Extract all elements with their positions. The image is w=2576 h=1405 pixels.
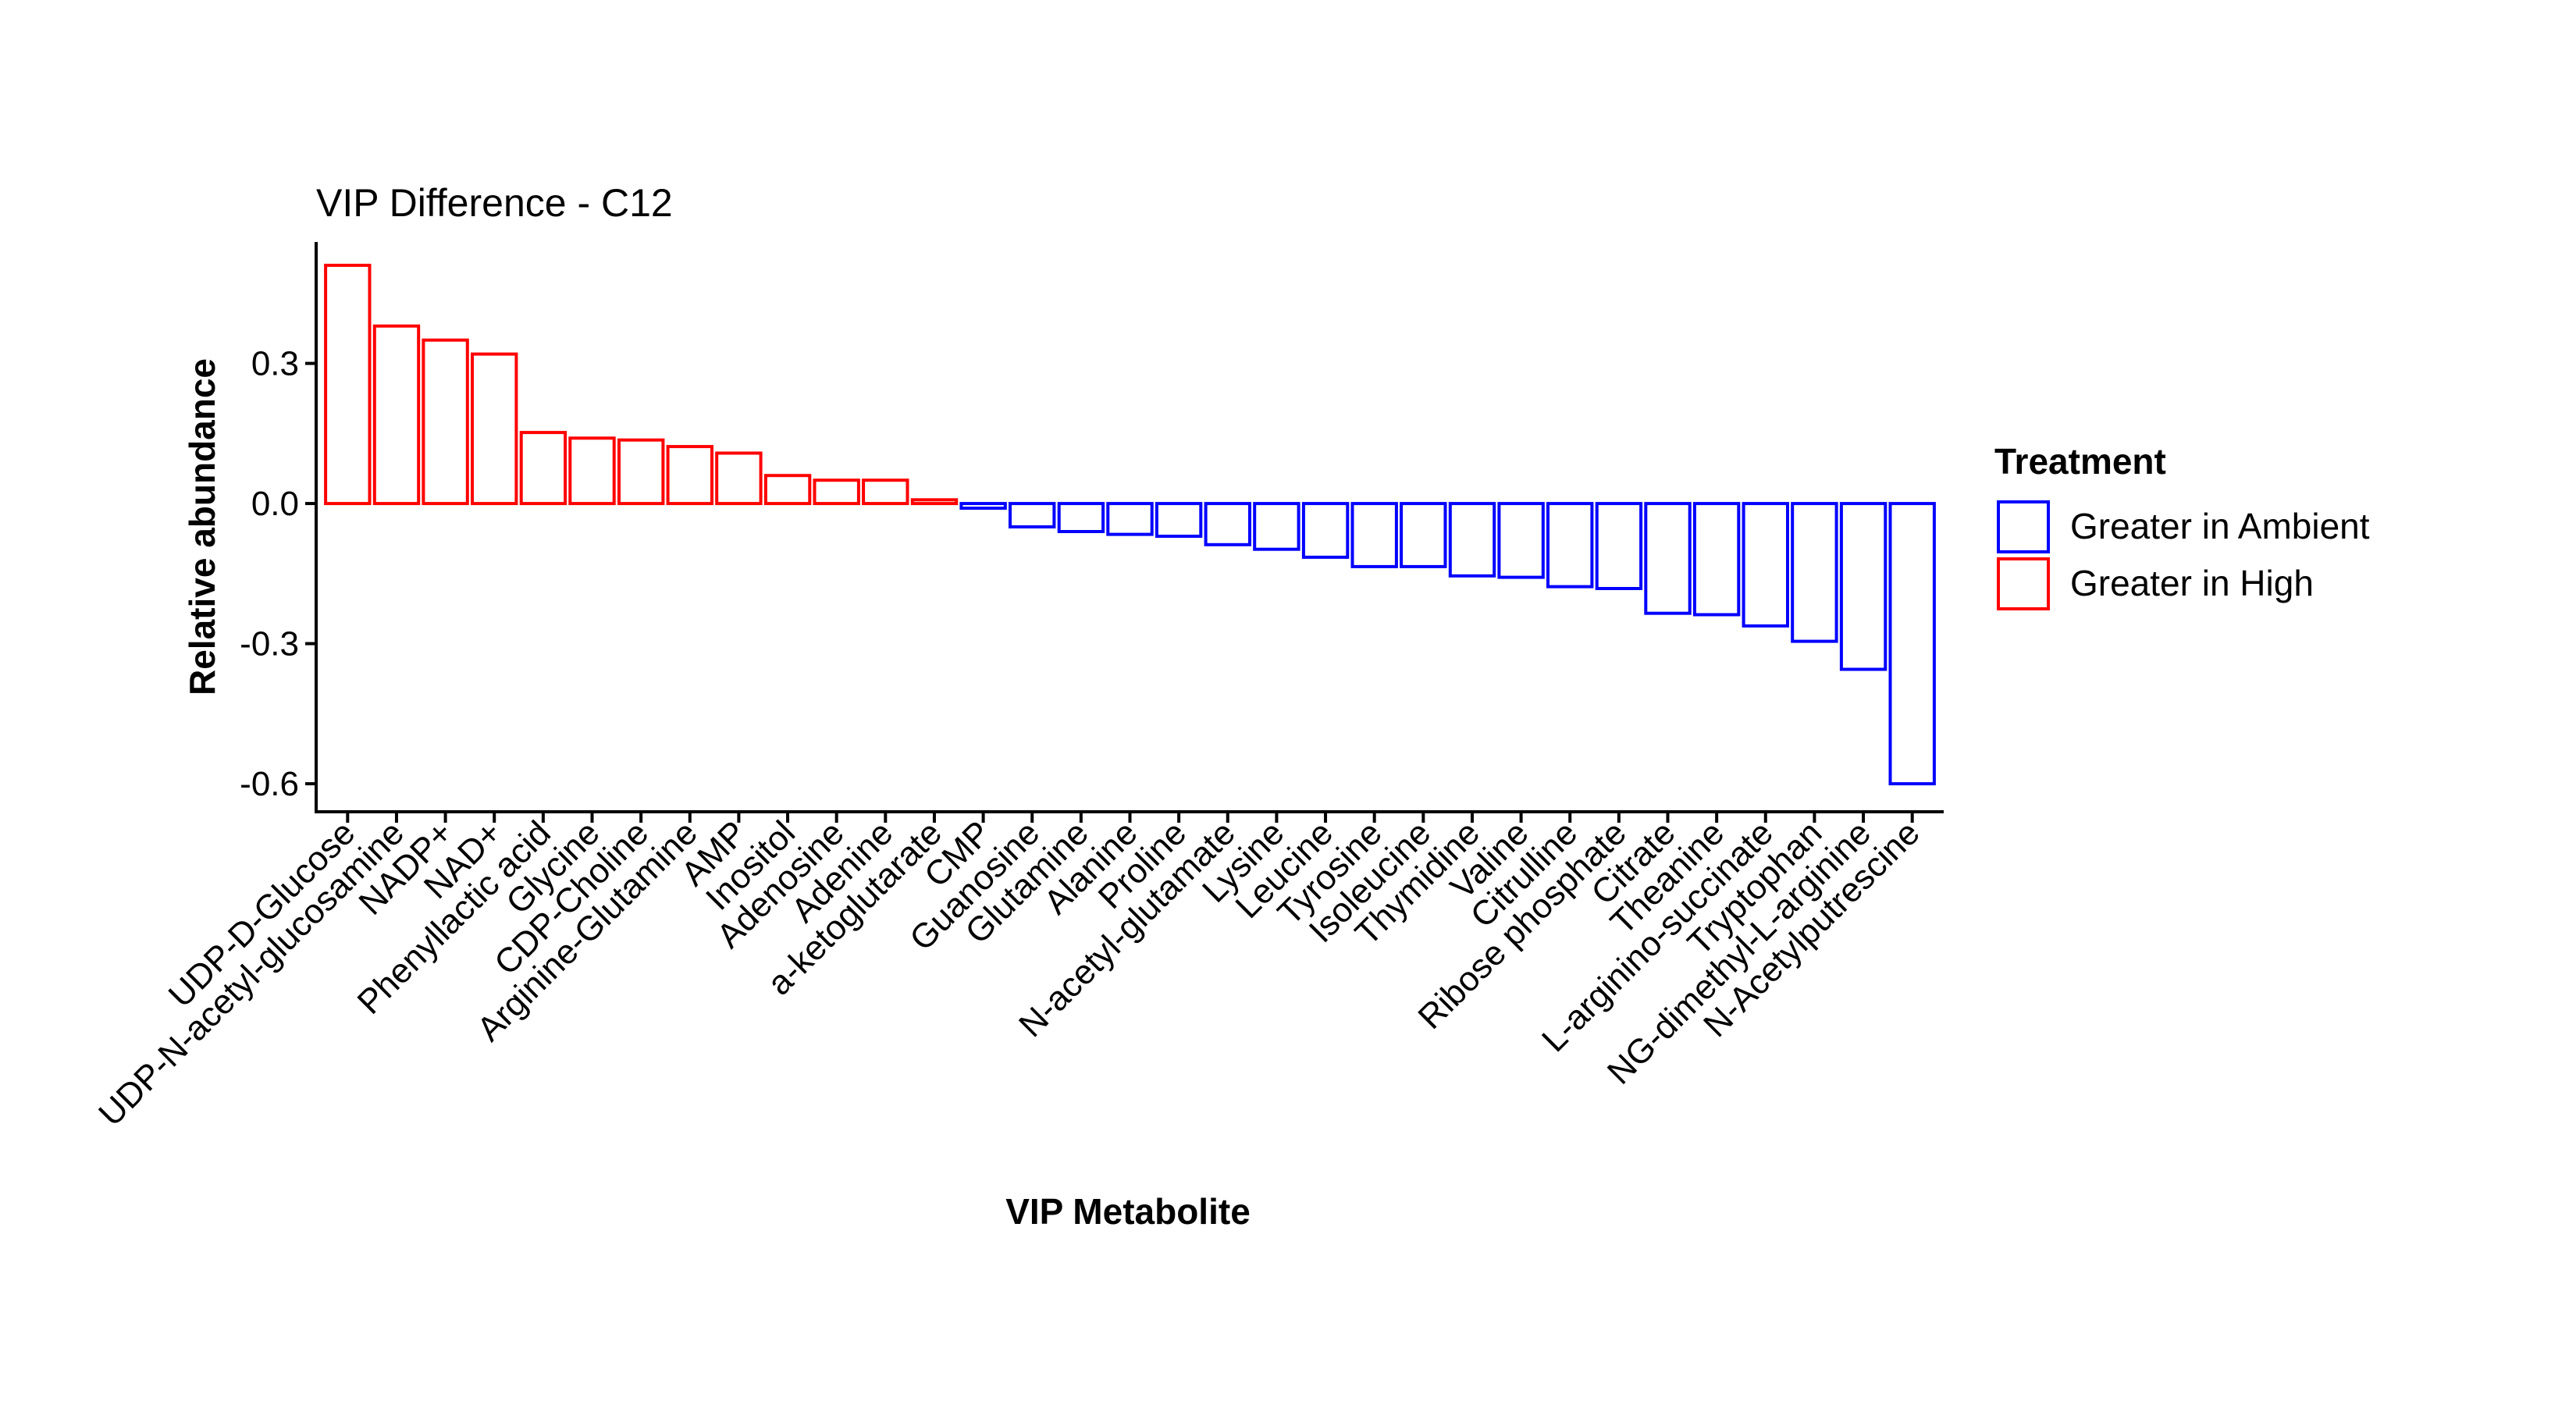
bars-group [324,263,1936,786]
bar-a-ketoglutarate [910,498,959,506]
bar-nad [471,352,518,506]
y-tick-label: -0.6 [240,765,299,803]
x-axis-title: VIP Metabolite [1005,1191,1251,1232]
legend-label-high: Greater in High [2070,563,2314,603]
bar-nadp [422,338,469,506]
bar-tyrosine [1350,502,1398,568]
bar-cmp [959,502,1007,510]
legend-key-ambient [1997,500,2050,553]
legend-label-ambient: Greater in Ambient [2070,506,2370,546]
chart-title: VIP Difference - C12 [316,181,673,225]
legend-title: Treatment [1994,441,2166,482]
bar-thymidine [1448,502,1496,578]
bar-proline [1155,502,1203,538]
bar-isoleucine [1400,502,1447,568]
bar-inositol [763,474,812,506]
bar-lysine [1253,502,1300,551]
bar-n-acetylputrescine [1888,502,1936,786]
y-tick-label: 0.0 [251,485,299,523]
y-axis-title: Relative abundance [182,358,222,695]
bar-udp-n-acetyl-glucosamine [372,324,421,506]
bar-arginine-glutamine [666,445,713,506]
bar-cdp-choline [617,438,665,506]
bar-ribose-phosphate [1595,502,1643,590]
bar-udp-d-glucose [324,263,372,506]
bar-alanine [1106,502,1154,536]
plot-area: 0.3 0.0 -0.3 -0.6 UDP-D-GlucoseUDP-N-acetyl… [91,242,1944,1133]
bar-adenine [862,478,909,506]
legend-key-high [1997,557,2050,610]
bar-theanine [1692,502,1741,617]
x-axis-ticks: UDP-D-GlucoseUDP-N-acetyl-glucosamineNAD… [91,812,1927,1133]
bar-adenosine [813,478,860,506]
bar-citrulline [1546,502,1594,589]
bar-l-arginino-succinate [1742,502,1790,628]
bar-ng-dimethyl-l-arginine [1839,502,1888,671]
bar-tryptophan [1791,502,1838,643]
legend: Treatment Greater in Ambient Greater in … [1994,441,2370,610]
x-tick-label-udp-n-acetyl-glucosamine: UDP-N-acetyl-glucosamine [91,813,411,1133]
bar-citrate [1644,502,1692,615]
bar-glycine [568,436,616,506]
bar-glutamine [1057,502,1105,533]
y-tick-label: -0.3 [240,625,299,663]
bar-n-acetyl-glutamate [1204,502,1251,546]
y-axis-ticks: 0.3 0.0 -0.3 -0.6 [240,345,316,803]
bar-leucine [1301,502,1350,559]
bar-phenyllactic-acid [519,431,568,506]
bar-amp [715,451,763,506]
bar-guanosine [1009,502,1056,528]
bar-valine [1497,502,1545,579]
y-tick-label: 0.3 [251,345,299,383]
